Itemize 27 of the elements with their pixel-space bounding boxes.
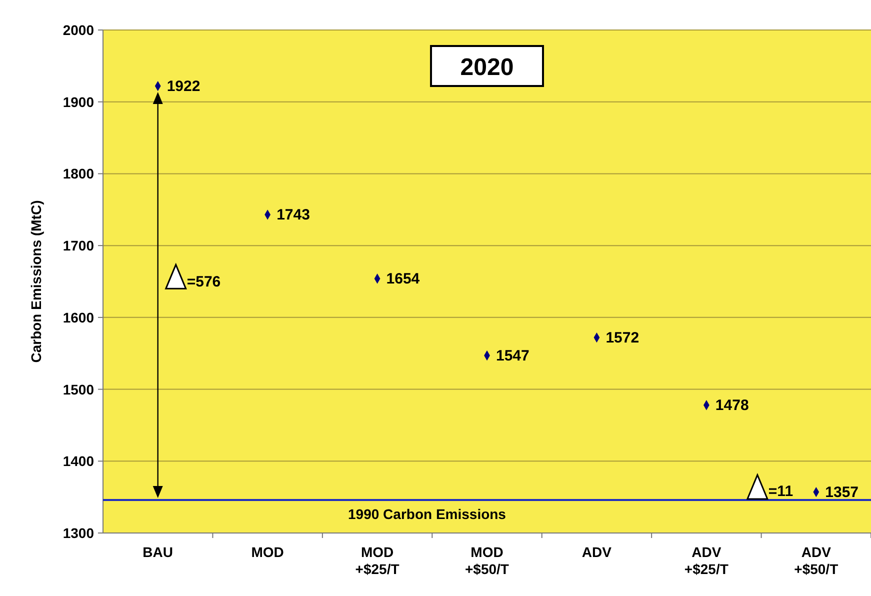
y-tick-label: 1900 bbox=[62, 94, 94, 110]
y-tick-label: 1700 bbox=[62, 238, 94, 254]
x-tick-label: MOD +$25/T bbox=[355, 544, 400, 577]
x-tick-label: MOD bbox=[251, 544, 284, 560]
annotation: =576 bbox=[186, 274, 221, 291]
x-tick-label: ADV bbox=[582, 544, 612, 560]
y-tick-label: 1800 bbox=[62, 166, 94, 182]
y-tick-label: 1600 bbox=[62, 309, 94, 326]
text: 2020 bbox=[460, 54, 514, 81]
data-label: 1478 bbox=[715, 397, 749, 414]
data-label: 1572 bbox=[606, 330, 640, 347]
y-tick-label: 2000 bbox=[62, 22, 94, 38]
ref-line-label: 1990 Carbon Emissions bbox=[348, 506, 506, 522]
annotation: =11 bbox=[768, 482, 794, 500]
y-tick-label: 1500 bbox=[62, 381, 94, 398]
data-label: 1922 bbox=[166, 78, 200, 96]
x-tick-label: BAU bbox=[142, 544, 174, 560]
x-tick-label: ADV +$50/T bbox=[794, 544, 839, 577]
x-tick-label: MOD +$50/T bbox=[465, 544, 510, 577]
y-axis-title: Carbon Emissions (MtC) bbox=[28, 200, 44, 363]
data-label: 1654 bbox=[386, 270, 420, 288]
data-label: 1743 bbox=[276, 206, 310, 224]
y-tick-label: 1300 bbox=[62, 525, 94, 541]
x-tick-label: ADV +$25/T bbox=[684, 544, 729, 577]
data-label: 1357 bbox=[825, 484, 859, 502]
data-label: 1547 bbox=[496, 348, 530, 365]
y-tick-label: 1400 bbox=[62, 453, 94, 470]
